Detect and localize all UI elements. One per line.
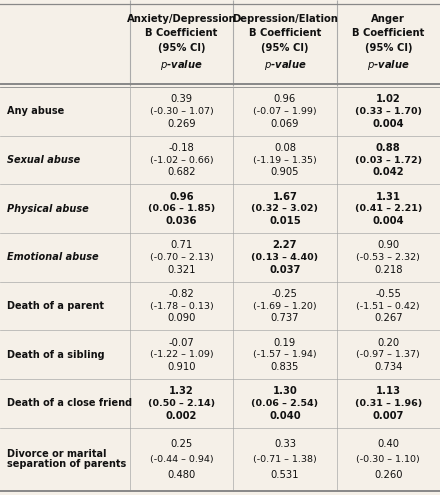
Text: -0.82: -0.82 (169, 289, 194, 299)
Text: (95% CI): (95% CI) (261, 43, 308, 53)
Text: 0.069: 0.069 (271, 118, 299, 129)
Text: 1.30: 1.30 (272, 386, 297, 396)
Text: $p$-value: $p$-value (367, 57, 410, 71)
Text: B Coefficient: B Coefficient (145, 29, 218, 39)
Text: 1.32: 1.32 (169, 386, 194, 396)
Text: Physical abuse: Physical abuse (7, 203, 89, 214)
Text: (0.32 – 3.02): (0.32 – 3.02) (251, 204, 319, 213)
Text: Divorce or marital: Divorce or marital (7, 449, 106, 459)
Text: Death of a sibling: Death of a sibling (7, 349, 105, 360)
Text: (-0.53 – 2.32): (-0.53 – 2.32) (356, 253, 420, 262)
Text: (-1.69 – 1.20): (-1.69 – 1.20) (253, 301, 317, 310)
Text: 0.004: 0.004 (373, 118, 404, 129)
Text: (-0.07 – 1.99): (-0.07 – 1.99) (253, 107, 317, 116)
Text: 0.20: 0.20 (377, 338, 400, 347)
Text: Anger: Anger (371, 14, 405, 24)
Text: 1.67: 1.67 (272, 192, 297, 201)
Text: (-1.78 – 0.13): (-1.78 – 0.13) (150, 301, 213, 310)
Text: Death of a parent: Death of a parent (7, 301, 104, 311)
Text: -0.07: -0.07 (169, 338, 194, 347)
Text: (-1.19 – 1.35): (-1.19 – 1.35) (253, 155, 317, 164)
Text: 0.90: 0.90 (377, 240, 400, 250)
Text: B Coefficient: B Coefficient (352, 29, 425, 39)
Text: separation of parents: separation of parents (7, 459, 126, 469)
Text: $p$-value: $p$-value (160, 57, 203, 71)
Text: (0.33 – 1.70): (0.33 – 1.70) (355, 107, 422, 116)
Text: (-1.51 – 0.42): (-1.51 – 0.42) (356, 301, 420, 310)
Text: (0.31 – 1.96): (0.31 – 1.96) (355, 399, 422, 408)
Text: 0.737: 0.737 (271, 313, 299, 323)
Text: 0.037: 0.037 (269, 264, 301, 275)
Text: (95% CI): (95% CI) (158, 43, 205, 53)
Text: 0.042: 0.042 (373, 167, 404, 177)
Text: -0.18: -0.18 (169, 143, 194, 153)
Text: 1.13: 1.13 (376, 386, 401, 396)
Text: (0.03 – 1.72): (0.03 – 1.72) (355, 155, 422, 164)
Text: 0.218: 0.218 (374, 264, 403, 275)
Text: (-1.02 – 0.66): (-1.02 – 0.66) (150, 155, 213, 164)
Text: (-0.30 – 1.10): (-0.30 – 1.10) (356, 455, 420, 464)
Text: (-0.44 – 0.94): (-0.44 – 0.94) (150, 455, 213, 464)
Text: 0.002: 0.002 (166, 410, 197, 421)
Text: 0.835: 0.835 (271, 362, 299, 372)
Text: 1.31: 1.31 (376, 192, 401, 201)
Text: 0.036: 0.036 (166, 216, 197, 226)
Text: Any abuse: Any abuse (7, 106, 64, 116)
Text: (0.41 – 2.21): (0.41 – 2.21) (355, 204, 422, 213)
Text: 0.267: 0.267 (374, 313, 403, 323)
Text: 0.25: 0.25 (170, 439, 193, 448)
Text: (-0.70 – 2.13): (-0.70 – 2.13) (150, 253, 213, 262)
Text: 0.480: 0.480 (167, 470, 196, 480)
Text: (-0.97 – 1.37): (-0.97 – 1.37) (356, 350, 420, 359)
Text: -0.25: -0.25 (272, 289, 298, 299)
Text: 0.905: 0.905 (271, 167, 299, 177)
Text: 0.40: 0.40 (378, 439, 400, 448)
Text: 0.33: 0.33 (274, 439, 296, 448)
Text: (0.13 – 4.40): (0.13 – 4.40) (251, 253, 319, 262)
Text: 0.260: 0.260 (374, 470, 403, 480)
Text: (-1.22 – 1.09): (-1.22 – 1.09) (150, 350, 213, 359)
Text: -0.55: -0.55 (375, 289, 401, 299)
Text: $p$-value: $p$-value (264, 57, 306, 71)
Text: 0.007: 0.007 (373, 410, 404, 421)
Text: 0.004: 0.004 (373, 216, 404, 226)
Text: 0.19: 0.19 (274, 338, 296, 347)
Text: 0.96: 0.96 (169, 192, 194, 201)
Text: Emotional abuse: Emotional abuse (7, 252, 99, 262)
Text: (-1.57 – 1.94): (-1.57 – 1.94) (253, 350, 317, 359)
Text: 0.090: 0.090 (167, 313, 196, 323)
Text: (0.50 – 2.14): (0.50 – 2.14) (148, 399, 215, 408)
Text: (0.06 – 1.85): (0.06 – 1.85) (148, 204, 215, 213)
Text: 0.015: 0.015 (269, 216, 301, 226)
Text: 0.71: 0.71 (170, 240, 193, 250)
Text: Sexual abuse: Sexual abuse (7, 155, 80, 165)
Text: 2.27: 2.27 (273, 240, 297, 250)
Text: 0.321: 0.321 (167, 264, 196, 275)
Text: (95% CI): (95% CI) (365, 43, 412, 53)
Text: 0.96: 0.96 (274, 94, 296, 104)
Text: Anxiety/Depression: Anxiety/Depression (127, 14, 236, 24)
Text: 0.910: 0.910 (167, 362, 196, 372)
Text: B Coefficient: B Coefficient (249, 29, 321, 39)
Text: 0.269: 0.269 (167, 118, 196, 129)
Text: (-0.30 – 1.07): (-0.30 – 1.07) (150, 107, 213, 116)
Text: (-0.71 – 1.38): (-0.71 – 1.38) (253, 455, 317, 464)
Text: 1.02: 1.02 (376, 94, 401, 104)
Text: 0.734: 0.734 (374, 362, 403, 372)
Text: 0.08: 0.08 (274, 143, 296, 153)
Text: Death of a close friend: Death of a close friend (7, 398, 132, 408)
Text: (0.06 – 2.54): (0.06 – 2.54) (251, 399, 319, 408)
Text: 0.39: 0.39 (170, 94, 193, 104)
Text: Depression/Elation: Depression/Elation (232, 14, 338, 24)
Text: 0.88: 0.88 (376, 143, 401, 153)
Text: 0.682: 0.682 (167, 167, 196, 177)
Text: 0.531: 0.531 (271, 470, 299, 480)
Text: 0.040: 0.040 (269, 410, 301, 421)
